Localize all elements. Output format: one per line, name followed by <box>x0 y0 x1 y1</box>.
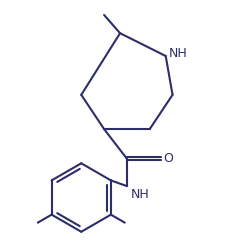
Text: NH: NH <box>130 188 149 201</box>
Text: O: O <box>163 152 173 165</box>
Text: NH: NH <box>169 47 188 60</box>
